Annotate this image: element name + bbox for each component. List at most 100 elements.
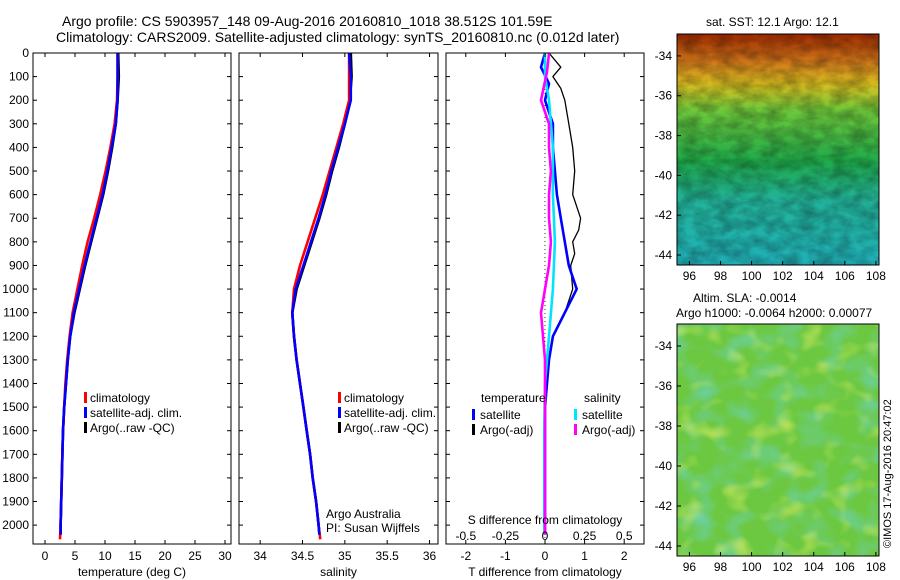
footer-note-line-2: PI: Susan Wijffels bbox=[326, 521, 420, 535]
sla-texture-high bbox=[677, 324, 879, 556]
y-tick-label: 1400 bbox=[2, 376, 29, 390]
map-y-tick-label: -36 bbox=[655, 379, 673, 393]
legend-label: satellite-adj. clim. bbox=[344, 406, 436, 420]
sst-map-frame bbox=[676, 33, 880, 266]
map-x-tick-label: 100 bbox=[742, 269, 762, 283]
x-axis-label-secondary: S difference from climatology bbox=[468, 513, 623, 527]
sla-map-title-line-1: Altim. SLA: -0.0014 bbox=[693, 291, 797, 305]
y-tick-label: 300 bbox=[9, 117, 29, 131]
legend-swatch bbox=[84, 392, 87, 403]
sst-map: sat. SST: 12.1 Argo: 12.1 96 98 100 102 104 1… bbox=[655, 15, 887, 283]
y-tick-label: 600 bbox=[9, 188, 29, 202]
x-tick-label-secondary: -0.5 bbox=[455, 529, 476, 543]
difference-panel: -2 -1 0 1 2 T difference from climatology temp… bbox=[445, 52, 645, 579]
map-y-tick-label: -42 bbox=[655, 499, 673, 513]
y-tick-label: 700 bbox=[9, 211, 29, 225]
y-tick-label: 800 bbox=[9, 235, 29, 249]
x-tick-label: 30 bbox=[218, 549, 232, 563]
y-tick-label: 900 bbox=[9, 258, 29, 272]
legend-label: climatology bbox=[344, 391, 404, 405]
legend-label: Argo(..raw -QC) bbox=[90, 421, 175, 435]
map-x-tick-label: 104 bbox=[804, 269, 824, 283]
x-tick-label: 0 bbox=[42, 549, 49, 563]
x-tick-label: 25 bbox=[188, 549, 202, 563]
x-tick-label: 5 bbox=[72, 549, 79, 563]
map-y-tick-label: -42 bbox=[655, 208, 673, 222]
map-x-tick-label: 108 bbox=[866, 560, 886, 574]
legend-swatch bbox=[574, 424, 577, 435]
legend-header: salinity bbox=[584, 391, 621, 405]
series-line-temp-0 bbox=[58, 53, 119, 540]
y-tick-label: 200 bbox=[9, 93, 29, 107]
x-tick-label-secondary: 0 bbox=[542, 529, 549, 543]
y-tick-label: 1000 bbox=[2, 282, 29, 296]
legend-label: Argo(-adj) bbox=[582, 423, 635, 437]
legend-swatch bbox=[472, 409, 475, 420]
map-y-tick-label: -44 bbox=[655, 539, 673, 553]
temp-plot-frame bbox=[32, 52, 232, 545]
map-x-tick-label: 98 bbox=[714, 560, 728, 574]
legend-header: temperature bbox=[481, 391, 546, 405]
x-axis-label: salinity bbox=[320, 565, 357, 579]
sla-map-axes: 96 98 100 102 104 106 108 -34 -36 -38 -40 -42 -44 bbox=[655, 339, 887, 574]
map-x-tick-label: 102 bbox=[773, 269, 793, 283]
map-x-tick-label: 96 bbox=[683, 269, 697, 283]
legend-swatch bbox=[338, 392, 341, 403]
series-line-temp-2 bbox=[59, 52, 121, 535]
map-y-tick-label: -34 bbox=[655, 339, 673, 353]
legend-swatch bbox=[338, 407, 341, 418]
legend-swatch bbox=[84, 407, 87, 418]
x-tick-label: 34.5 bbox=[291, 549, 315, 563]
x-tick-label: 34 bbox=[253, 549, 267, 563]
title-line-2: Climatology: CARS2009. Satellite-adjuste… bbox=[56, 29, 619, 45]
map-x-tick-label: 108 bbox=[866, 269, 886, 283]
x-tick-label: -2 bbox=[460, 549, 471, 563]
sal-plot-frame bbox=[238, 52, 439, 545]
legend-label: satellite-adj. clim. bbox=[90, 406, 182, 420]
series-line-temp-1 bbox=[59, 53, 119, 535]
y-tick-label: 1100 bbox=[3, 306, 29, 320]
map-x-tick-label: 104 bbox=[804, 560, 824, 574]
legend-label: Argo(..raw -QC) bbox=[344, 421, 429, 435]
map-x-tick-label: 100 bbox=[742, 560, 762, 574]
sla-map: Altim. SLA: -0.0014 Argo h1000: -0.0064 … bbox=[655, 291, 887, 574]
y-tick-label: 1800 bbox=[2, 471, 29, 485]
legend-label: climatology bbox=[90, 391, 150, 405]
series-line-sal-1 bbox=[291, 52, 353, 535]
map-y-tick-label: -38 bbox=[655, 419, 673, 433]
x-tick-label-secondary: 0.5 bbox=[616, 529, 633, 543]
y-tick-label: 0 bbox=[22, 46, 29, 60]
x-tick-label: -1 bbox=[500, 549, 511, 563]
sst-map-title: sat. SST: 12.1 Argo: 12.1 bbox=[706, 15, 839, 29]
map-y-tick-label: -38 bbox=[655, 129, 673, 143]
map-y-tick-label: -40 bbox=[655, 459, 673, 473]
y-tick-label: 1500 bbox=[2, 400, 29, 414]
map-y-tick-label: -36 bbox=[655, 89, 673, 103]
y-tick-label: 1700 bbox=[2, 447, 29, 461]
y-tick-label: 1900 bbox=[2, 495, 29, 509]
x-tick-label: 36 bbox=[423, 549, 437, 563]
map-y-tick-label: -34 bbox=[655, 49, 673, 63]
y-tick-label: 100 bbox=[9, 70, 29, 84]
map-x-tick-label: 102 bbox=[773, 560, 793, 574]
x-tick-label: 20 bbox=[158, 549, 172, 563]
map-x-tick-label: 96 bbox=[683, 560, 697, 574]
x-tick-label-secondary: 0.25 bbox=[573, 529, 597, 543]
map-x-tick-label: 106 bbox=[835, 560, 855, 574]
map-y-tick-label: -40 bbox=[655, 168, 673, 182]
x-tick-label-secondary: -0.25 bbox=[492, 529, 520, 543]
legend-label: satellite bbox=[480, 408, 521, 422]
series-line-sal-0 bbox=[291, 53, 351, 540]
legend-swatch bbox=[574, 409, 577, 420]
legend-label: Argo(-adj) bbox=[480, 423, 533, 437]
salinity-panel: 34 34.5 35 35.5 36 salinity climatologysatelli… bbox=[238, 52, 439, 579]
title-line-1: Argo profile: CS 5903957_148 09-Aug-2016… bbox=[62, 13, 552, 29]
legend-swatch bbox=[338, 422, 341, 433]
footer-note-line-1: Argo Australia bbox=[326, 507, 401, 521]
x-tick-label: 2 bbox=[621, 549, 628, 563]
y-tick-label: 1200 bbox=[2, 329, 29, 343]
x-tick-label: 10 bbox=[98, 549, 112, 563]
x-axis-label: T difference from climatology bbox=[468, 565, 622, 579]
series-line-diff-3 bbox=[539, 52, 553, 535]
